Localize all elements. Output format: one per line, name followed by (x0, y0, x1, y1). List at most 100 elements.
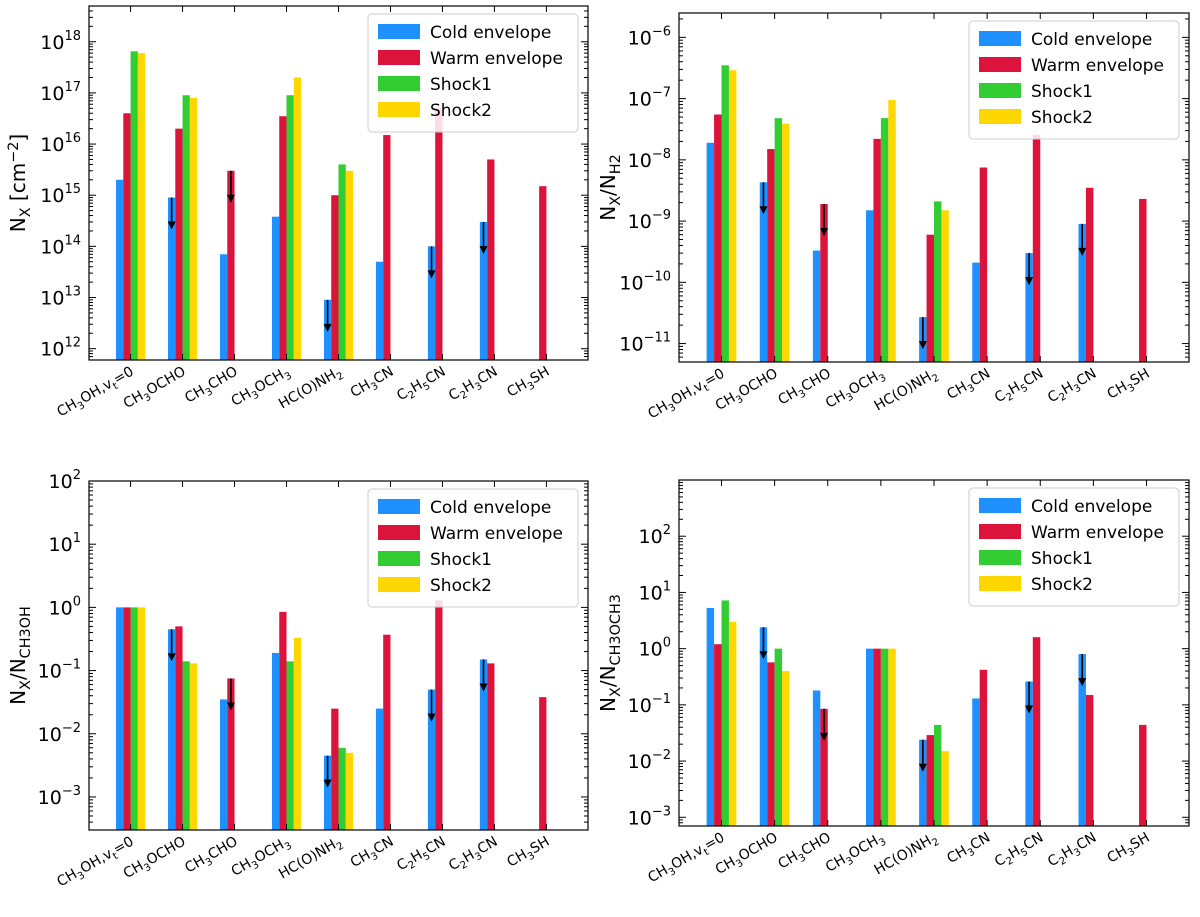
x-tick-label-run: CHO (799, 366, 834, 396)
bar (812, 690, 821, 826)
y-tick-exponent: 0 (663, 636, 671, 651)
bar (812, 250, 821, 362)
x-tick-label-run: OCH (252, 837, 287, 867)
bar (880, 118, 889, 362)
x-tick-label-run: 3 (797, 388, 808, 401)
x-tick-label-run: 3 (204, 856, 215, 869)
chart-panel-bottom-right: 10−310−210−1100101102CH3OH,vt=0CH3OCHOCH… (596, 479, 1190, 886)
y-tick-label: 101 (49, 531, 81, 556)
y-tick-base: 10 (628, 807, 652, 829)
bar (873, 138, 881, 362)
bar (123, 607, 131, 830)
bar (888, 648, 896, 826)
y-tick-exponent: 12 (64, 336, 81, 351)
bar (714, 114, 722, 362)
y-tick-exponent: 2 (73, 468, 81, 483)
x-tick-label-run: 3 (526, 380, 537, 393)
chart-panel-top-right: 10−1110−1010−910−810−710−6CH3OH,vt=0CH3O… (596, 12, 1190, 422)
bar (1025, 253, 1033, 362)
legend-label: Shock1 (1031, 82, 1093, 102)
y-axis-label-run: ] (6, 134, 30, 142)
bar (271, 216, 280, 360)
x-tick-label-run: 3 (142, 392, 153, 405)
bar (866, 210, 874, 362)
upper-limit-arrowhead (759, 206, 768, 215)
upper-limit-arrowhead (427, 713, 436, 722)
x-tick-label: C2H3CN (446, 364, 502, 407)
bar (888, 99, 896, 362)
bar (767, 662, 775, 826)
x-tick-label: CH3SH (1105, 830, 1154, 870)
bar (767, 149, 775, 362)
x-tick-label: C2H3CN (1045, 830, 1101, 873)
legend-swatch (979, 83, 1021, 98)
y-axis-label-run: 2 (608, 154, 624, 163)
y-tick-exponent: 1 (663, 579, 671, 594)
bar (979, 669, 988, 826)
legend-label: Warm envelope (430, 49, 563, 69)
upper-limit-arrowhead (820, 228, 829, 237)
bar (934, 201, 942, 362)
x-tick-label-run: OCH (252, 367, 287, 397)
y-tick-base: 10 (40, 236, 64, 258)
legend-label: Warm envelope (1031, 56, 1164, 76)
y-tick-exponent: 15 (64, 182, 81, 197)
y-tick-base: 10 (38, 787, 62, 809)
upper-limit-arrowhead (167, 653, 176, 662)
y-tick-exponent: −8 (652, 147, 671, 162)
bar (286, 95, 294, 360)
bar (880, 648, 889, 826)
y-tick-exponent: 2 (663, 523, 671, 538)
bar (323, 755, 332, 830)
bar (820, 708, 828, 826)
bar (1085, 187, 1094, 362)
legend-box (367, 13, 579, 133)
bar (279, 116, 287, 361)
legend-label: Cold envelope (1031, 497, 1152, 517)
upper-limit-arrowhead (226, 702, 235, 711)
bar (972, 698, 980, 826)
y-tick-label: 1017 (40, 80, 81, 105)
bar (941, 751, 949, 826)
x-tick-label-run: CH (775, 848, 801, 872)
x-tick-label-run: OCHO (736, 366, 781, 401)
x-tick-label-run: 3 (1126, 382, 1137, 395)
x-tick-label-run: CH (504, 847, 530, 871)
y-tick-label: 10−2 (628, 748, 671, 773)
bar (759, 627, 768, 826)
legend-label: Shock1 (1031, 549, 1093, 569)
x-tick-label-run: 3 (283, 371, 294, 384)
y-tick-base: 10 (639, 639, 663, 661)
x-tick-label-run: 3 (473, 381, 484, 394)
x-tick-label-run: CH (54, 866, 80, 890)
y-tick-base: 10 (40, 32, 64, 54)
bar (427, 689, 436, 830)
x-tick-label-run: CH (713, 390, 739, 414)
y-tick-base: 10 (49, 597, 73, 619)
bar (1025, 681, 1033, 826)
y-axis-label-run: −2 (6, 142, 22, 163)
y-tick-exponent: −1 (62, 658, 81, 673)
legend-swatch (378, 577, 420, 592)
x-tick-label-run: t (702, 383, 711, 395)
bar (706, 607, 715, 826)
x-tick-label-run: CHO (205, 834, 240, 864)
bar (1078, 654, 1086, 826)
x-tick-label-run: 2 (1004, 855, 1015, 868)
legend-label: Shock2 (1031, 575, 1093, 595)
bar (728, 70, 737, 363)
x-tick-label-run: 3 (76, 870, 87, 883)
x-tick-label-run: CH (823, 388, 849, 412)
y-tick-label: 10−9 (628, 208, 671, 233)
x-tick-label-run: CH (944, 843, 970, 867)
x-tick-label: C2H5CN (992, 830, 1048, 873)
bar (435, 600, 443, 830)
x-tick-label-run: CH (348, 377, 374, 401)
bar (271, 652, 280, 830)
upper-limit-arrowhead (479, 683, 488, 692)
legend-swatch (378, 24, 420, 39)
upper-limit-arrowhead (1025, 705, 1034, 714)
y-tick-base: 10 (628, 27, 652, 49)
x-tick-label-run: 3 (283, 841, 294, 854)
x-tick-label-run: 3 (877, 837, 888, 850)
